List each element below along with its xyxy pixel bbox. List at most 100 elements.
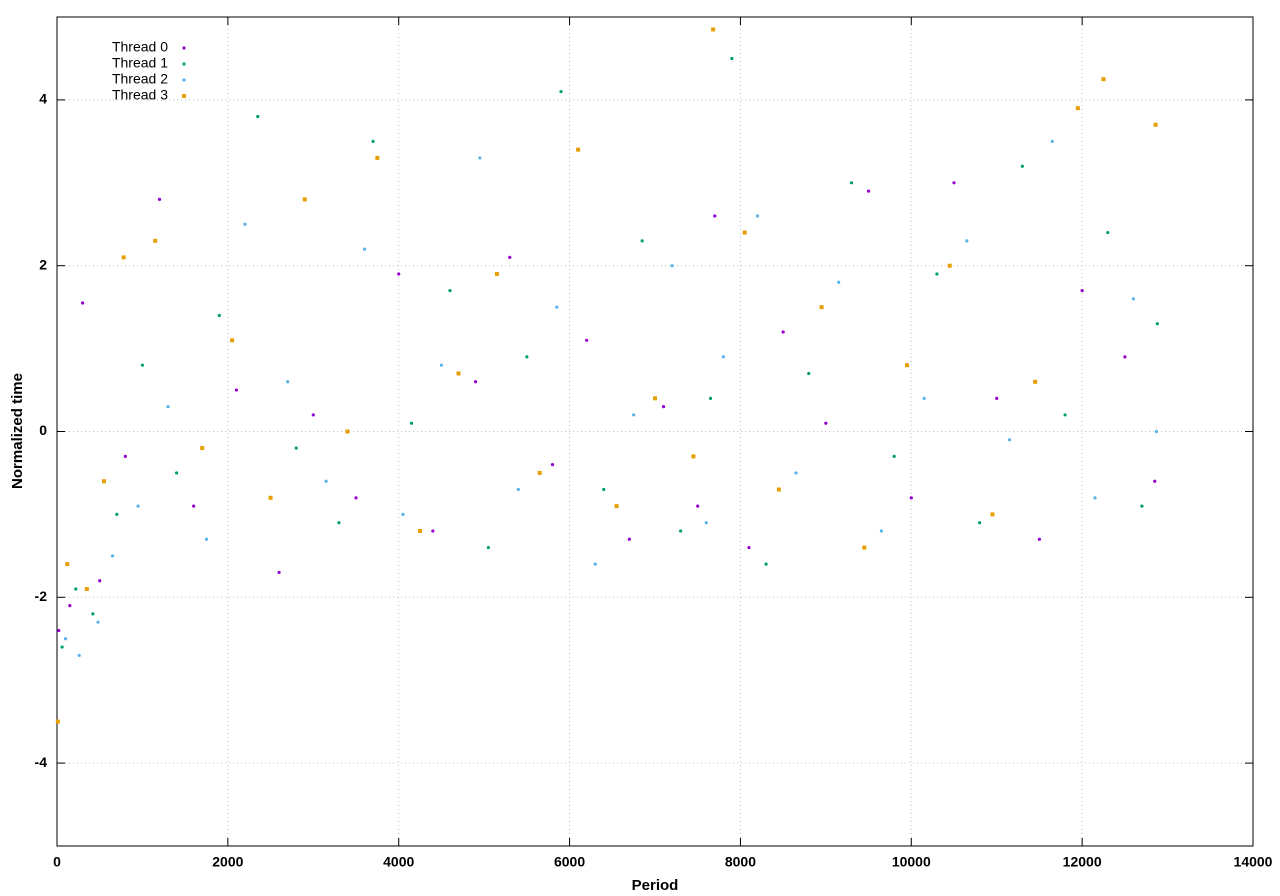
point <box>1037 537 1042 541</box>
legend-label: Thread 3 <box>112 87 168 103</box>
plot-frame <box>56 16 1254 847</box>
point <box>516 487 520 492</box>
point <box>990 512 995 517</box>
legend-label: Thread 0 <box>112 39 168 55</box>
point <box>345 429 350 434</box>
point <box>819 305 824 310</box>
x-tick-label: 2000 <box>212 854 243 870</box>
point <box>494 271 499 276</box>
point <box>696 504 700 508</box>
point <box>362 247 367 251</box>
point <box>849 181 854 185</box>
point <box>713 214 717 218</box>
point <box>1131 297 1135 301</box>
legend-label: Thread 1 <box>112 55 168 71</box>
point <box>1020 164 1024 168</box>
point <box>431 529 435 533</box>
legend-label: Thread 2 <box>112 71 168 87</box>
point <box>952 181 956 185</box>
point <box>74 587 78 591</box>
point <box>166 405 170 409</box>
point <box>175 471 179 475</box>
point <box>781 330 785 334</box>
y-axis-label: Normalized time <box>9 373 26 489</box>
point <box>234 388 238 392</box>
point <box>747 545 751 550</box>
point <box>77 653 81 657</box>
point <box>508 255 512 260</box>
point <box>409 421 414 425</box>
point <box>302 197 307 202</box>
point <box>57 628 61 633</box>
x-axis-label: Period <box>632 877 679 894</box>
y-tick-label: 4 <box>39 91 47 107</box>
point <box>879 529 883 533</box>
point <box>711 27 716 32</box>
point <box>1154 429 1159 434</box>
point <box>1007 438 1012 442</box>
point <box>892 454 896 458</box>
point <box>311 413 315 417</box>
point <box>742 230 747 235</box>
point <box>294 446 298 450</box>
y-tick-label: -4 <box>35 754 48 770</box>
point <box>1106 230 1110 235</box>
point <box>256 114 260 119</box>
point <box>268 495 273 500</box>
point <box>371 139 375 143</box>
point <box>661 405 666 409</box>
x-tick-label: 0 <box>53 854 61 870</box>
point <box>824 421 828 425</box>
point <box>905 363 910 368</box>
x-tick-label: 6000 <box>554 854 585 870</box>
point <box>1050 139 1054 143</box>
point <box>63 637 68 641</box>
point <box>192 504 196 508</box>
point <box>98 579 102 583</box>
point <box>1153 479 1157 483</box>
point <box>60 645 64 649</box>
point <box>708 396 713 400</box>
point <box>653 396 657 401</box>
point <box>559 90 563 94</box>
point <box>585 338 589 342</box>
point <box>764 562 768 566</box>
point <box>1033 379 1038 384</box>
point <box>418 528 423 533</box>
point <box>204 537 209 541</box>
point <box>200 446 205 451</box>
point <box>935 272 939 276</box>
point <box>1063 413 1067 417</box>
point <box>614 504 619 509</box>
point <box>1153 122 1158 127</box>
point <box>286 380 290 384</box>
point <box>121 255 126 260</box>
point <box>965 239 969 243</box>
point <box>909 496 913 500</box>
point <box>157 197 162 201</box>
point <box>337 521 341 525</box>
point <box>401 512 405 517</box>
point <box>140 363 145 367</box>
y-tick-label: -2 <box>35 588 48 604</box>
x-tick-label: 8000 <box>725 854 756 870</box>
legend-marker <box>182 46 186 50</box>
point <box>123 454 127 458</box>
point <box>537 470 542 475</box>
legend-marker <box>182 62 186 66</box>
point <box>101 479 106 484</box>
point <box>721 355 725 359</box>
y-tick-label: 2 <box>39 256 47 272</box>
legend-marker <box>182 78 186 82</box>
point <box>136 504 140 508</box>
point <box>776 487 781 492</box>
point <box>525 355 529 359</box>
point <box>1140 504 1144 508</box>
point <box>866 189 871 193</box>
point <box>593 562 597 566</box>
point <box>91 612 95 616</box>
point <box>978 521 982 525</box>
point <box>632 413 636 417</box>
point <box>65 562 70 567</box>
point <box>995 396 999 400</box>
